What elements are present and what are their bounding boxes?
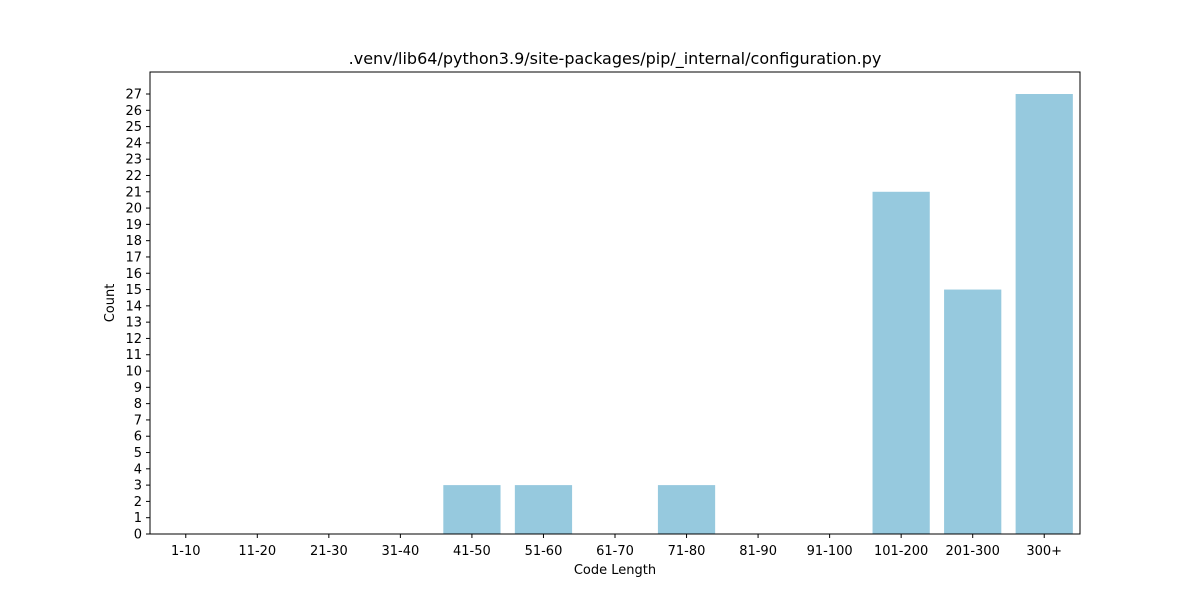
y-axis-label: Count <box>103 284 118 323</box>
y-tick-label: 22 <box>125 169 142 184</box>
x-tick-label: 91-100 <box>807 544 853 559</box>
x-tick-label: 300+ <box>1026 544 1062 559</box>
y-tick-label: 24 <box>125 136 142 151</box>
x-tick-label: 101-200 <box>874 544 928 559</box>
x-tick-label: 31-40 <box>381 544 419 559</box>
y-tick-label: 17 <box>125 250 142 265</box>
bar-71-80 <box>657 485 716 534</box>
y-tick-label: 9 <box>134 381 142 396</box>
bar-41-50 <box>443 485 501 534</box>
y-tick-label: 20 <box>125 202 142 217</box>
x-tick-label: 51-60 <box>525 544 563 559</box>
y-tick-label: 8 <box>134 397 142 412</box>
x-tick-label: 71-80 <box>668 544 706 559</box>
y-axis: 0123456789101112131415161718192021222324… <box>125 88 150 543</box>
bar-300 <box>1015 94 1073 534</box>
x-axis: 1-10 11-20 21-30 31-40 41-50 51-60 61-70 71-80 8… <box>171 534 1062 559</box>
y-tick-label: 5 <box>134 446 142 461</box>
y-tick-label: 3 <box>134 479 142 494</box>
y-tick-label: 26 <box>125 104 142 119</box>
y-tick-label: 11 <box>125 348 142 363</box>
plot-frame <box>149 71 1081 535</box>
y-tick-label: 1 <box>134 511 142 526</box>
y-tick-label: 7 <box>134 413 142 428</box>
y-tick-label: 25 <box>125 120 142 135</box>
y-tick-label: 13 <box>125 316 142 331</box>
bar-51-60 <box>514 485 573 534</box>
y-tick-label: 15 <box>125 283 142 298</box>
bar-101-200 <box>872 191 930 534</box>
x-tick-label: 11-20 <box>238 544 276 559</box>
y-tick-label: 27 <box>125 88 142 103</box>
x-tick-label: 201-300 <box>946 544 1000 559</box>
y-tick-label: 14 <box>125 299 142 314</box>
bars-layer <box>443 94 1073 534</box>
y-tick-label: 6 <box>134 430 142 445</box>
y-tick-label: 21 <box>125 185 142 200</box>
y-tick-label: 19 <box>125 218 142 233</box>
y-tick-label: 4 <box>134 462 142 477</box>
bar-201-300 <box>944 289 1002 534</box>
y-tick-label: 16 <box>125 267 142 282</box>
y-tick-label: 10 <box>125 365 142 380</box>
x-tick-label: 81-90 <box>739 544 777 559</box>
x-tick-label: 61-70 <box>596 544 634 559</box>
y-tick-label: 23 <box>125 153 142 168</box>
y-tick-label: 0 <box>134 528 142 543</box>
x-tick-label: 21-30 <box>310 544 348 559</box>
y-tick-label: 12 <box>125 332 142 347</box>
chart-title: .venv/lib64/python3.9/site-packages/pip/… <box>349 49 882 69</box>
x-tick-label: 1-10 <box>171 544 201 559</box>
x-axis-label: Code Length <box>574 563 656 578</box>
y-tick-label: 18 <box>125 234 142 249</box>
x-tick-label: 41-50 <box>453 544 491 559</box>
y-tick-label: 2 <box>134 495 142 510</box>
